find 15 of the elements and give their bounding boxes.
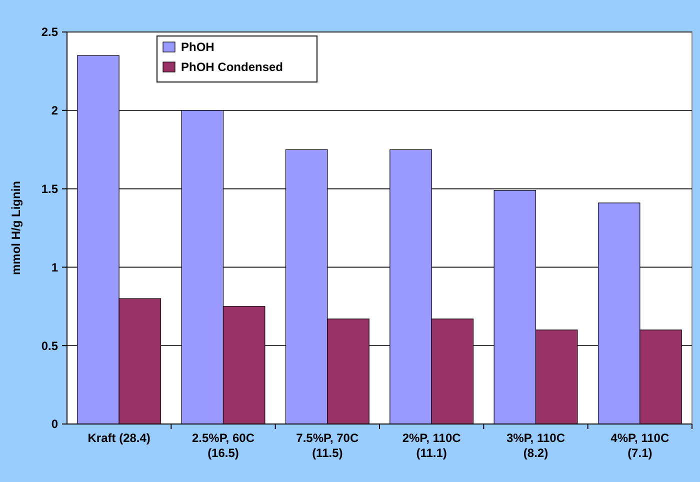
y-tick-label: 0 [51, 417, 58, 432]
x-tick-label: 4%P, 110C (7.1) [610, 431, 670, 460]
x-tick-label: 2%P, 110C (11.1) [402, 431, 462, 460]
x-tick-label: 2.5%P, 60C (16.5) [192, 431, 255, 460]
legend-label: PhOH [181, 40, 214, 54]
y-tick-label: 1 [51, 260, 58, 274]
y-tick-label: 1.5 [41, 182, 58, 196]
y-tick-label: 2.5 [41, 25, 58, 40]
x-tick-label: 7.5%P, 70C (11.5) [296, 431, 359, 460]
legend-label: PhOH Condensed [181, 60, 284, 74]
x-tick-label: Kraft (28.4) [88, 431, 150, 445]
y-tick-label: 2 [51, 104, 58, 118]
y-axis-title: mmol H/g Lignin [9, 181, 23, 275]
y-tick-label: 0.5 [41, 338, 58, 353]
x-tick-label: 3%P, 110C (8.2) [506, 431, 566, 460]
